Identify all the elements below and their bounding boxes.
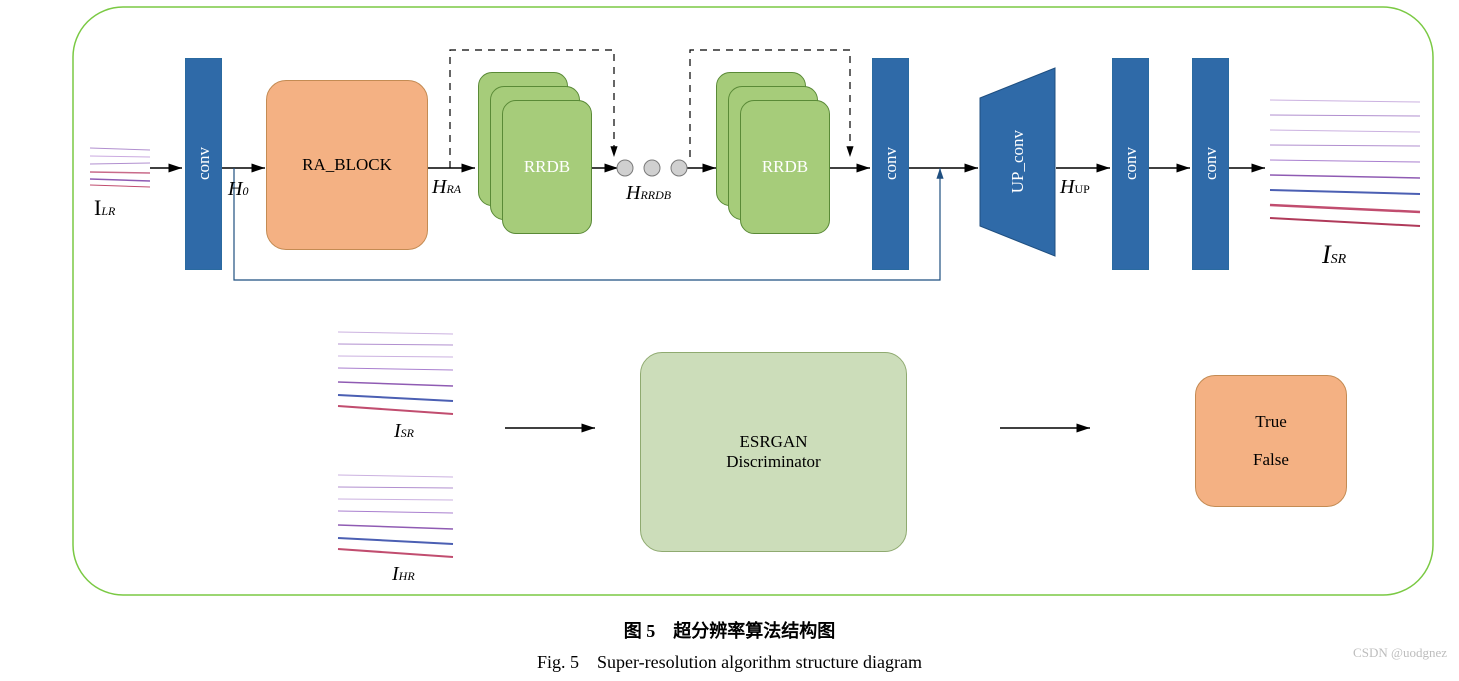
input-image-isr-small (338, 320, 453, 418)
truefalse-block: True False (1195, 375, 1347, 507)
caption-en: Fig. 5 Super-resolution algorithm struct… (0, 648, 1459, 674)
conv2-block: conv (872, 58, 909, 270)
up-conv-label-wrap: UP_conv (998, 130, 1038, 198)
label-hrrdb: HRRDB (626, 182, 671, 205)
label-ihr: IHR (392, 563, 415, 586)
input-image-ihr-small (338, 463, 453, 561)
label-isr2: ISR (394, 420, 414, 443)
label-h0: H0 (228, 178, 248, 201)
false-label: False (1253, 450, 1289, 470)
ra-block-label: RA_BLOCK (302, 155, 392, 175)
conv4-label: conv (1201, 147, 1221, 180)
watermark: CSDN @uodgnez (1353, 645, 1447, 661)
up-conv-label: UP_conv (1008, 130, 1028, 193)
rrdb2-label: RRDB (762, 157, 808, 177)
discriminator-line1: ESRGAN (739, 432, 807, 452)
caption-zh: 图 5 超分辨率算法结构图 (0, 617, 1459, 643)
rrdb2-front: RRDB (740, 100, 830, 234)
label-hra: HRA (432, 176, 461, 199)
rrdb1-label: RRDB (524, 157, 570, 177)
label-ilr: ILR (94, 195, 115, 221)
ra-block: RA_BLOCK (266, 80, 428, 250)
output-image-isr (1270, 85, 1420, 235)
true-label: True (1255, 412, 1287, 432)
input-image-ilr (90, 140, 150, 190)
conv1-label: conv (194, 147, 214, 180)
rrdb1-front: RRDB (502, 100, 592, 234)
discriminator-block: ESRGAN Discriminator (640, 352, 907, 552)
conv4-block: conv (1192, 58, 1229, 270)
conv3-label: conv (1121, 147, 1141, 180)
label-isr: ISR (1322, 240, 1346, 270)
discriminator-line2: Discriminator (726, 452, 820, 472)
conv3-block: conv (1112, 58, 1149, 270)
label-hup: HUP (1060, 176, 1090, 199)
conv1-block: conv (185, 58, 222, 270)
conv2-label: conv (881, 147, 901, 180)
